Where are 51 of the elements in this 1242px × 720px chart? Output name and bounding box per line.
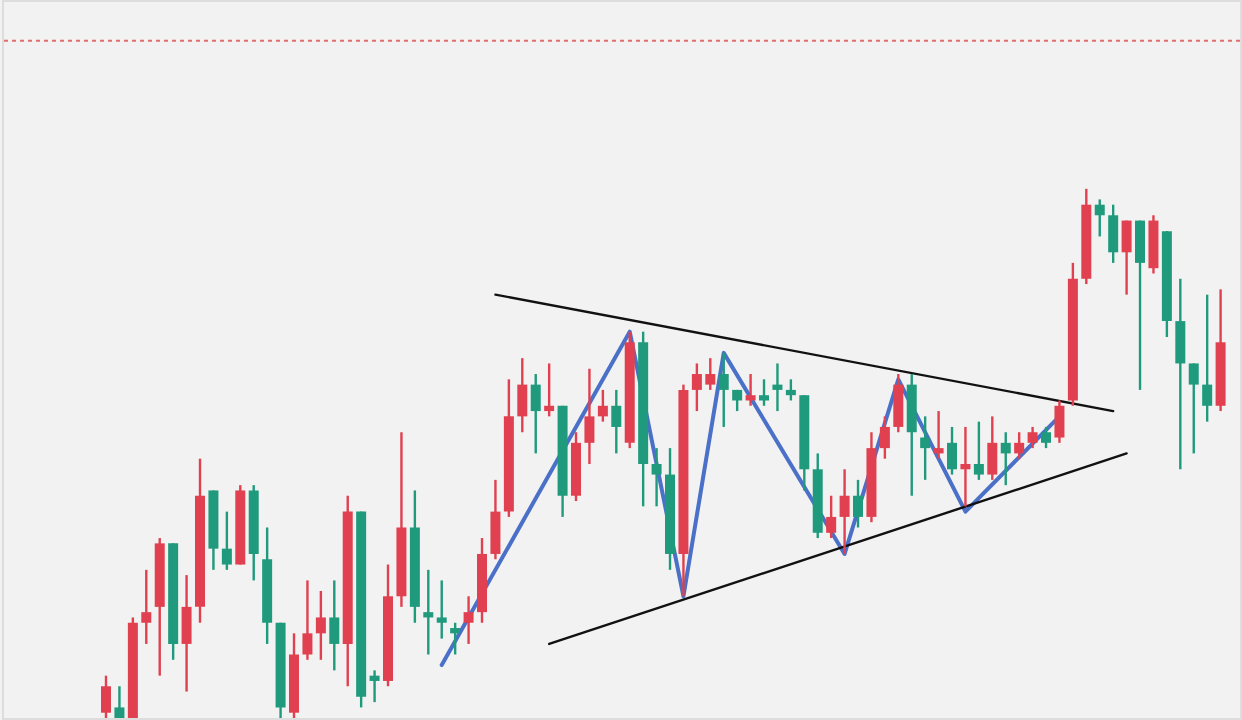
candlestick <box>1000 431 1011 487</box>
candlestick <box>839 468 850 556</box>
candlestick <box>853 478 864 529</box>
candlestick <box>920 415 931 482</box>
candlestick <box>450 621 461 656</box>
candlestick <box>1121 219 1132 296</box>
candlestick <box>530 372 541 455</box>
candlestick <box>651 446 662 508</box>
candlestick <box>436 579 447 640</box>
candlestick <box>879 415 890 460</box>
candlestick <box>1148 214 1159 275</box>
candlestick <box>826 494 837 540</box>
candlestick <box>584 367 595 466</box>
candlestick <box>947 425 958 476</box>
candlestick <box>181 573 192 693</box>
candlestick <box>369 669 380 704</box>
candlestick <box>1041 425 1052 450</box>
candlestick <box>611 388 622 455</box>
candlestick <box>759 378 770 407</box>
candlestick <box>1054 399 1065 445</box>
candlestick <box>1188 362 1199 455</box>
candlestick <box>517 356 528 434</box>
candlestick <box>423 568 434 656</box>
candlestick <box>1094 198 1105 238</box>
candlestick <box>490 478 501 561</box>
candlestick <box>463 595 474 646</box>
candlestick <box>114 685 125 720</box>
candlestick <box>933 409 944 460</box>
candlestick <box>987 415 998 482</box>
candlestick <box>141 568 152 646</box>
candlestick <box>101 674 111 720</box>
candlestick <box>1108 203 1119 265</box>
candlestick <box>1027 425 1038 450</box>
candlestick <box>597 388 608 423</box>
candlestick <box>745 372 756 407</box>
candlestick <box>221 510 232 572</box>
candlestick <box>718 351 729 429</box>
candlestick <box>544 362 555 418</box>
candlestick <box>1175 277 1186 471</box>
candlestick <box>315 589 326 661</box>
candlestick <box>960 425 971 508</box>
candlestick <box>302 579 313 661</box>
candlestick <box>772 362 783 413</box>
candlestick <box>785 378 796 402</box>
candlestick <box>973 420 984 482</box>
candlestick <box>1202 293 1213 423</box>
candlestick <box>893 372 904 434</box>
candlestick <box>329 579 340 672</box>
candlestick <box>1135 219 1146 392</box>
candlestick <box>906 372 917 497</box>
candlestick <box>1014 431 1025 460</box>
